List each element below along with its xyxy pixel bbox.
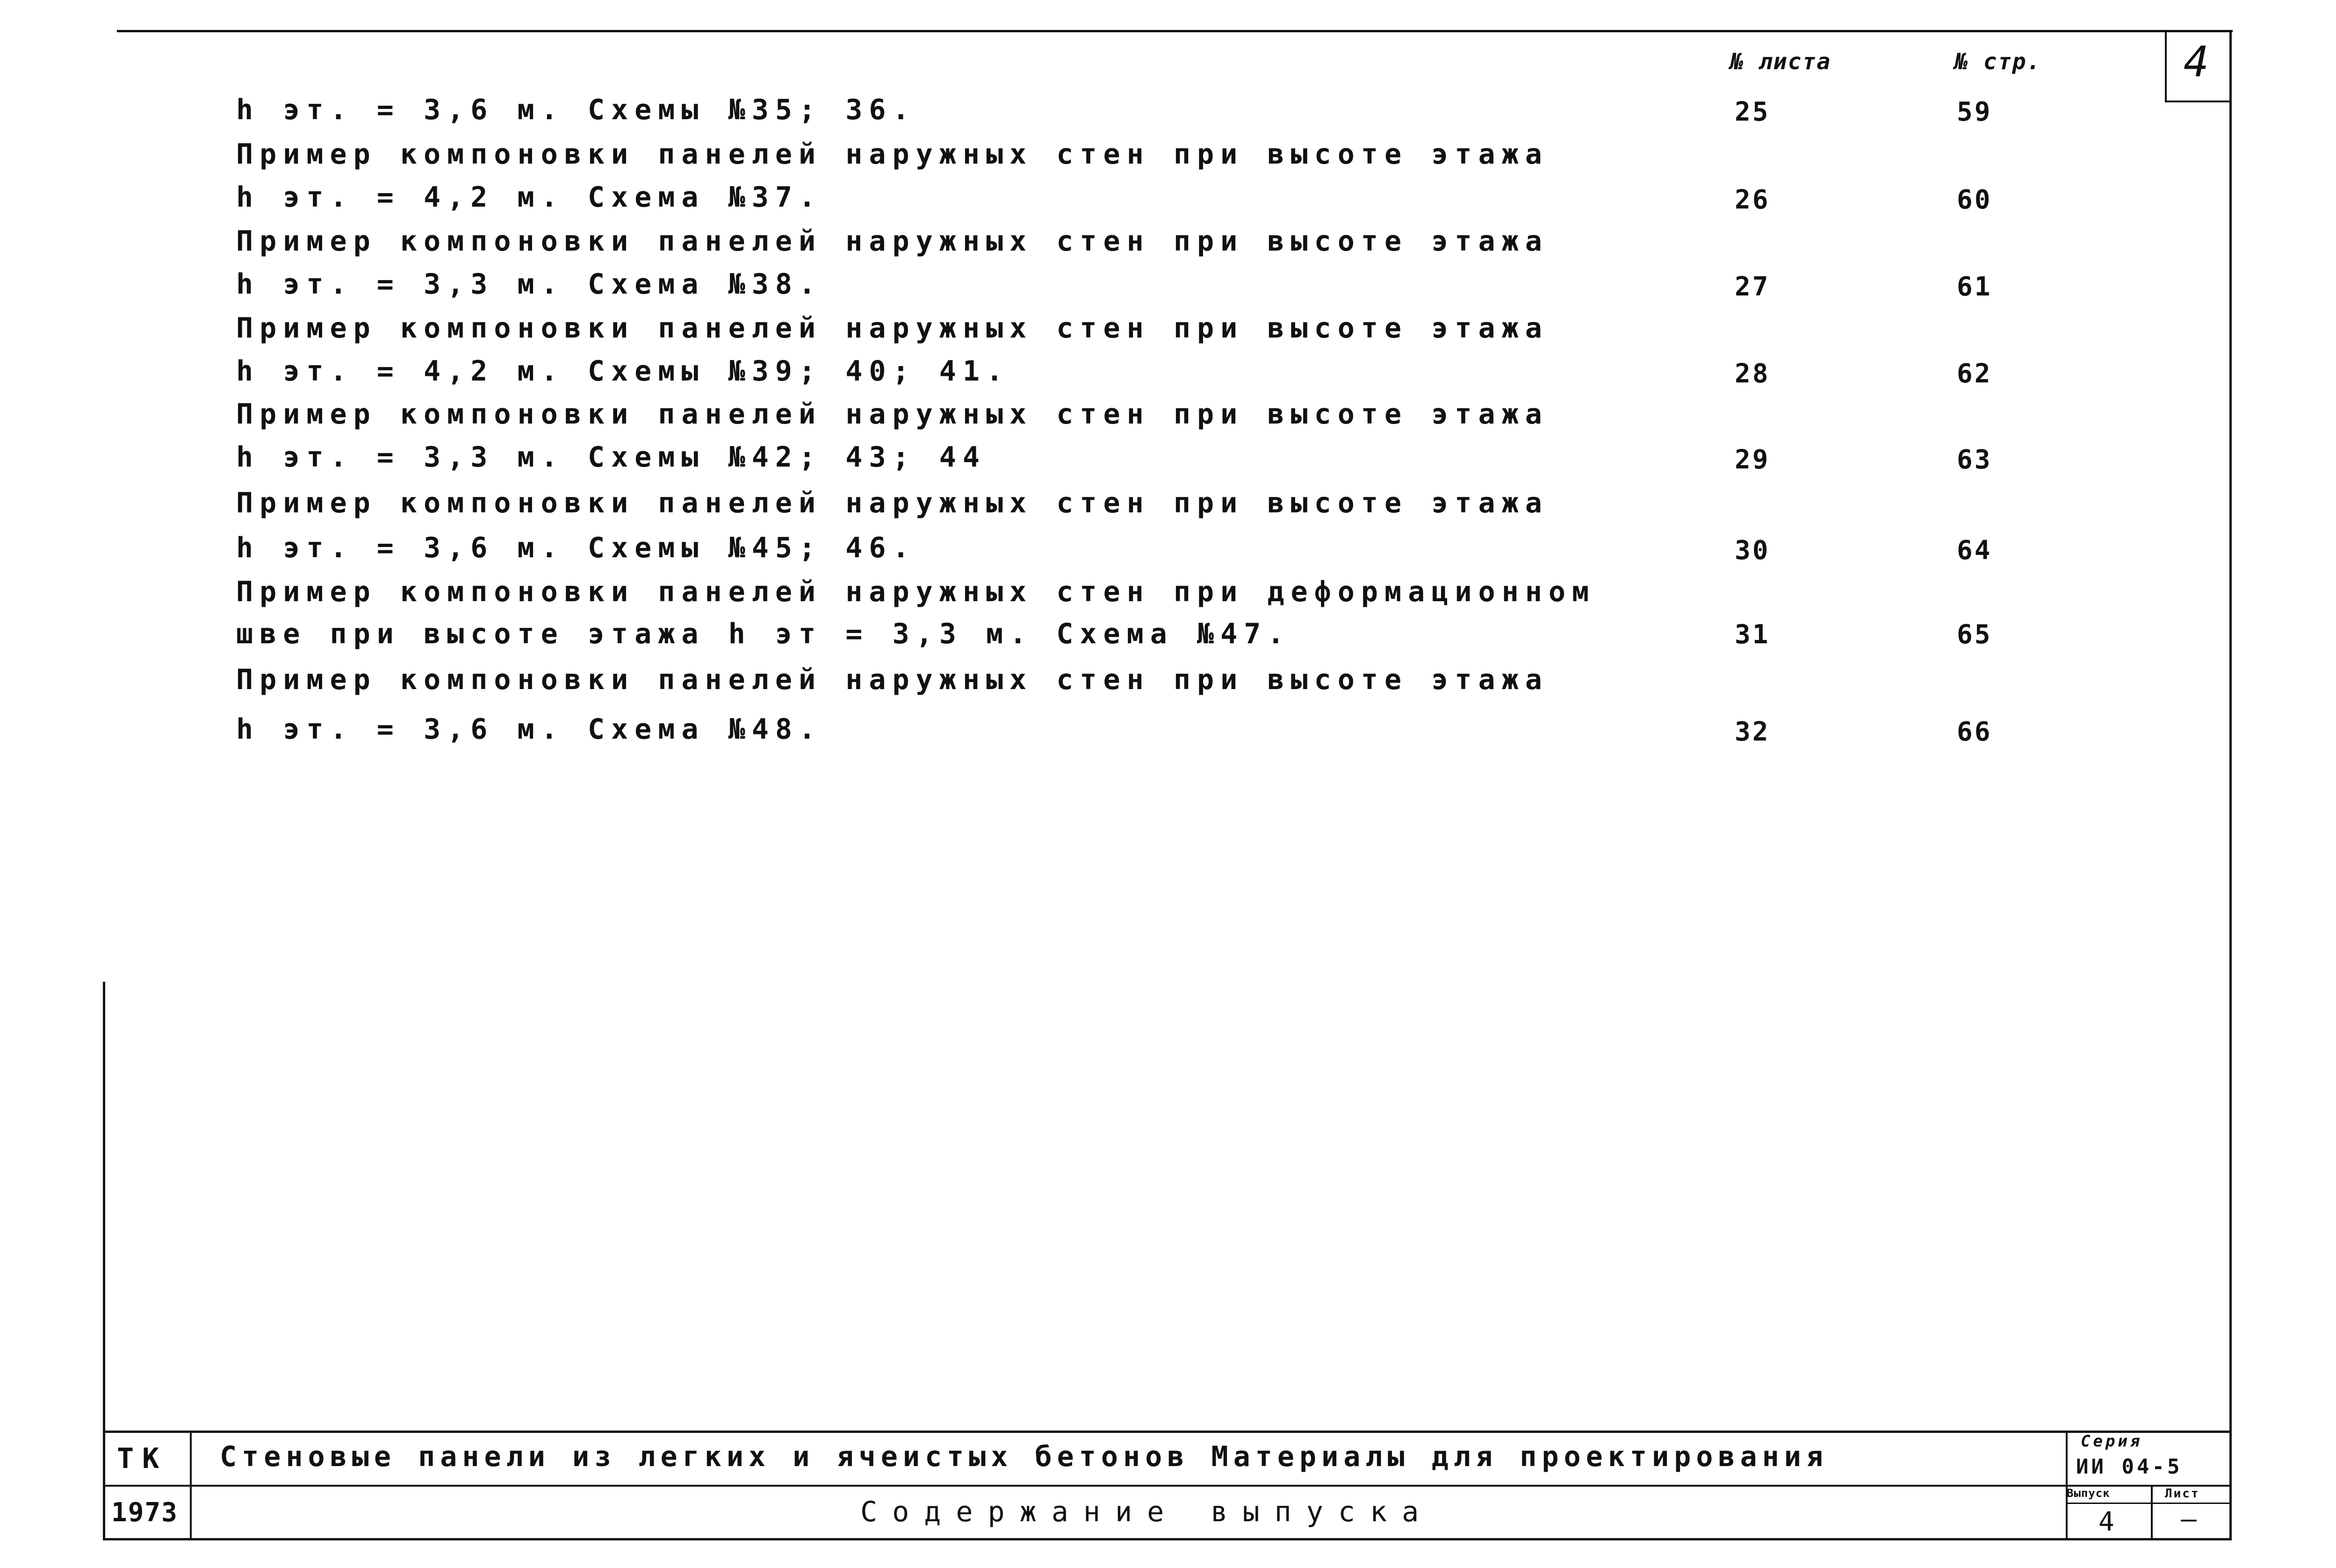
entry-line: h эт. = 3,6 м. Схема №48. bbox=[236, 713, 822, 746]
entry-page-number: 61 bbox=[1957, 272, 1992, 302]
issue-label: Выпуск bbox=[2067, 1487, 2110, 1500]
entry-page-number: 60 bbox=[1957, 185, 1992, 215]
entry-line: шве при высоте этажа h эт = 3,3 м. Схема… bbox=[236, 618, 1291, 650]
sheet-column-header: № листа bbox=[1730, 49, 1831, 75]
entry-line: h эт. = 3,6 м. Схемы №35; 36. bbox=[236, 94, 916, 126]
series-value: ИИ 04-5 bbox=[2076, 1455, 2183, 1479]
entry-sheet-number: 30 bbox=[1735, 535, 1770, 566]
entry-sheet-number: 31 bbox=[1735, 619, 1770, 650]
title-block-middle bbox=[103, 1485, 2232, 1487]
title-block-year: 1973 bbox=[111, 1497, 178, 1528]
entry-line: Пример компоновки панелей наружных стен … bbox=[236, 663, 1549, 696]
entry-line: h эт. = 3,3 м. Схема №38. bbox=[236, 268, 822, 301]
title-block-title: Стеновые панели из легких и ячеистых бет… bbox=[220, 1440, 1828, 1473]
right-border bbox=[2229, 30, 2232, 1540]
entry-line: Пример компоновки панелей наружных стен … bbox=[236, 312, 1549, 345]
entry-line: Пример компоновки панелей наружных стен … bbox=[236, 575, 1596, 608]
entry-line: Пример компоновки панелей наружных стен … bbox=[236, 225, 1549, 258]
bottom-border bbox=[103, 1538, 2232, 1540]
entry-line: h эт. = 4,2 м. Схема №37. bbox=[236, 181, 822, 214]
entry-line: Пример компоновки панелей наружных стен … bbox=[236, 398, 1549, 431]
sheet-value: — bbox=[2181, 1504, 2198, 1534]
issue-value: 4 bbox=[2098, 1507, 2115, 1537]
entry-sheet-number: 26 bbox=[1735, 185, 1770, 215]
left-border bbox=[103, 982, 105, 1540]
entry-line: Пример компоновки панелей наружных стен … bbox=[236, 138, 1549, 171]
title-block-code-divider bbox=[190, 1431, 192, 1540]
page-column-header: № стр. bbox=[1954, 49, 2041, 75]
entry-sheet-number: 29 bbox=[1735, 445, 1770, 475]
entry-line: Пример компоновки панелей наружных стен … bbox=[236, 487, 1549, 519]
entry-page-number: 66 bbox=[1957, 717, 1992, 747]
entry-line: h эт. = 3,6 м. Схемы №45; 46. bbox=[236, 532, 916, 564]
entry-line: h эт. = 4,2 м. Схемы №39; 40; 41. bbox=[236, 355, 1010, 388]
sheet-label: Лист bbox=[2165, 1487, 2200, 1501]
entry-page-number: 62 bbox=[1957, 359, 1992, 389]
top-border bbox=[117, 30, 2233, 32]
corner-box-bottom bbox=[2165, 101, 2232, 102]
series-label: Серия bbox=[2081, 1432, 2143, 1451]
title-block-code: ТК bbox=[117, 1442, 168, 1475]
entry-page-number: 59 bbox=[1957, 97, 1992, 127]
entry-page-number: 65 bbox=[1957, 619, 1992, 650]
entry-line: h эт. = 3,3 м. Схемы №42; 43; 44 bbox=[236, 441, 986, 474]
entry-sheet-number: 28 bbox=[1735, 359, 1770, 389]
corner-page-number: 4 bbox=[2184, 37, 2216, 86]
title-block-issue-divider bbox=[2151, 1485, 2153, 1540]
title-block-subtitle: Содержание выпуска bbox=[860, 1496, 1434, 1528]
title-block-top bbox=[103, 1431, 2232, 1433]
entry-page-number: 63 bbox=[1957, 445, 1992, 475]
entry-sheet-number: 25 bbox=[1735, 97, 1770, 127]
entry-sheet-number: 27 bbox=[1735, 272, 1770, 302]
title-block-series-divider bbox=[2066, 1431, 2068, 1540]
title-block-issue-label-line bbox=[2066, 1503, 2232, 1504]
entry-sheet-number: 32 bbox=[1735, 717, 1770, 747]
entry-page-number: 64 bbox=[1957, 535, 1992, 566]
corner-box-left bbox=[2165, 30, 2167, 102]
